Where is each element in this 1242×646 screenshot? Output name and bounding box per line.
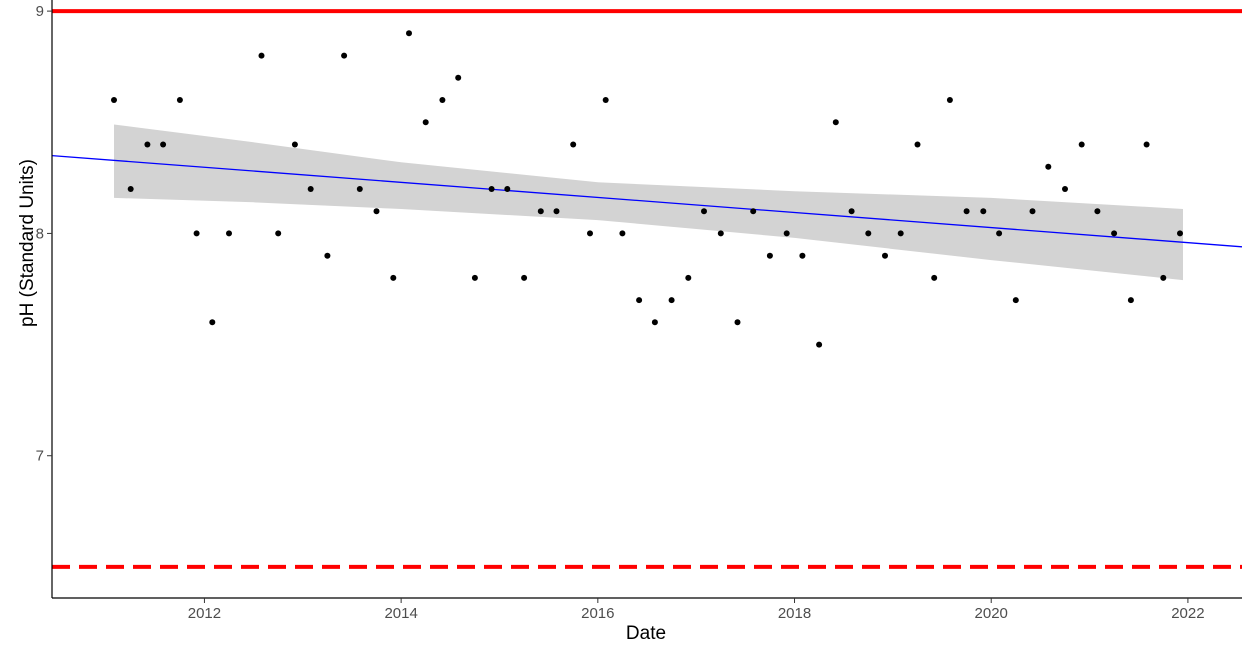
data-point	[324, 252, 331, 259]
data-point	[1127, 297, 1134, 304]
x-tick-label: 2022	[1171, 605, 1204, 622]
data-point	[1111, 230, 1118, 237]
x-tick-label: 2018	[778, 605, 811, 622]
data-point	[668, 297, 675, 304]
data-point	[488, 186, 495, 192]
data-point	[455, 74, 462, 81]
data-point	[766, 252, 773, 259]
data-point	[144, 141, 151, 148]
data-point	[701, 208, 707, 215]
data-point	[127, 186, 134, 192]
data-point	[356, 186, 363, 192]
data-point	[980, 208, 987, 215]
data-point	[832, 119, 839, 126]
data-point	[1177, 230, 1183, 237]
data-point	[176, 97, 183, 103]
data-point	[504, 186, 511, 192]
data-point	[1078, 141, 1085, 148]
data-point	[111, 97, 117, 103]
data-point	[619, 230, 626, 237]
data-point	[750, 208, 757, 215]
data-point	[1012, 297, 1019, 304]
data-point	[160, 141, 167, 148]
data-point	[963, 208, 970, 215]
data-point	[602, 97, 609, 103]
y-tick-label: 9	[36, 3, 44, 20]
data-point	[439, 97, 446, 103]
data-point	[1094, 208, 1101, 215]
data-point	[373, 208, 380, 215]
data-point	[1143, 141, 1150, 148]
data-point	[209, 319, 216, 326]
data-point	[651, 319, 658, 326]
data-point	[897, 230, 904, 237]
data-point	[734, 319, 741, 326]
data-point	[570, 141, 577, 148]
data-point	[471, 274, 478, 281]
x-tick-label: 2012	[188, 605, 221, 622]
data-point	[1160, 274, 1167, 281]
y-tick-label: 8	[36, 225, 44, 242]
y-tick-label: 7	[36, 448, 44, 465]
data-point	[1045, 163, 1052, 170]
data-point	[996, 230, 1003, 237]
data-point	[390, 274, 397, 281]
data-point	[521, 274, 528, 281]
data-point	[553, 208, 560, 215]
x-tick-label: 2016	[581, 605, 614, 622]
data-point	[587, 230, 593, 237]
data-point	[717, 230, 724, 237]
data-point	[865, 230, 872, 237]
data-point	[1062, 186, 1068, 192]
data-point	[422, 119, 429, 126]
data-point	[946, 97, 953, 103]
confidence-band	[114, 124, 1183, 281]
data-point	[307, 186, 314, 192]
data-point	[799, 252, 806, 259]
data-point	[291, 141, 298, 148]
data-point	[406, 30, 412, 37]
data-point	[783, 230, 790, 237]
trend-line	[51, 154, 1242, 248]
y-axis-title: pH (Standard Units)	[17, 159, 38, 327]
data-point	[1029, 208, 1036, 215]
data-point	[537, 208, 544, 215]
data-point	[931, 274, 938, 281]
data-point	[816, 341, 823, 348]
data-point	[193, 230, 200, 237]
x-tick-label: 2020	[975, 605, 1008, 622]
data-point	[636, 297, 643, 304]
data-point	[341, 52, 348, 59]
data-point	[226, 230, 232, 237]
data-point	[914, 141, 921, 148]
data-point	[848, 208, 855, 215]
x-axis-title: Date	[626, 623, 666, 644]
x-tick-label: 2014	[384, 605, 417, 622]
data-point	[275, 230, 282, 237]
data-point	[882, 252, 888, 259]
data-point	[258, 52, 265, 59]
data-point	[685, 274, 692, 281]
